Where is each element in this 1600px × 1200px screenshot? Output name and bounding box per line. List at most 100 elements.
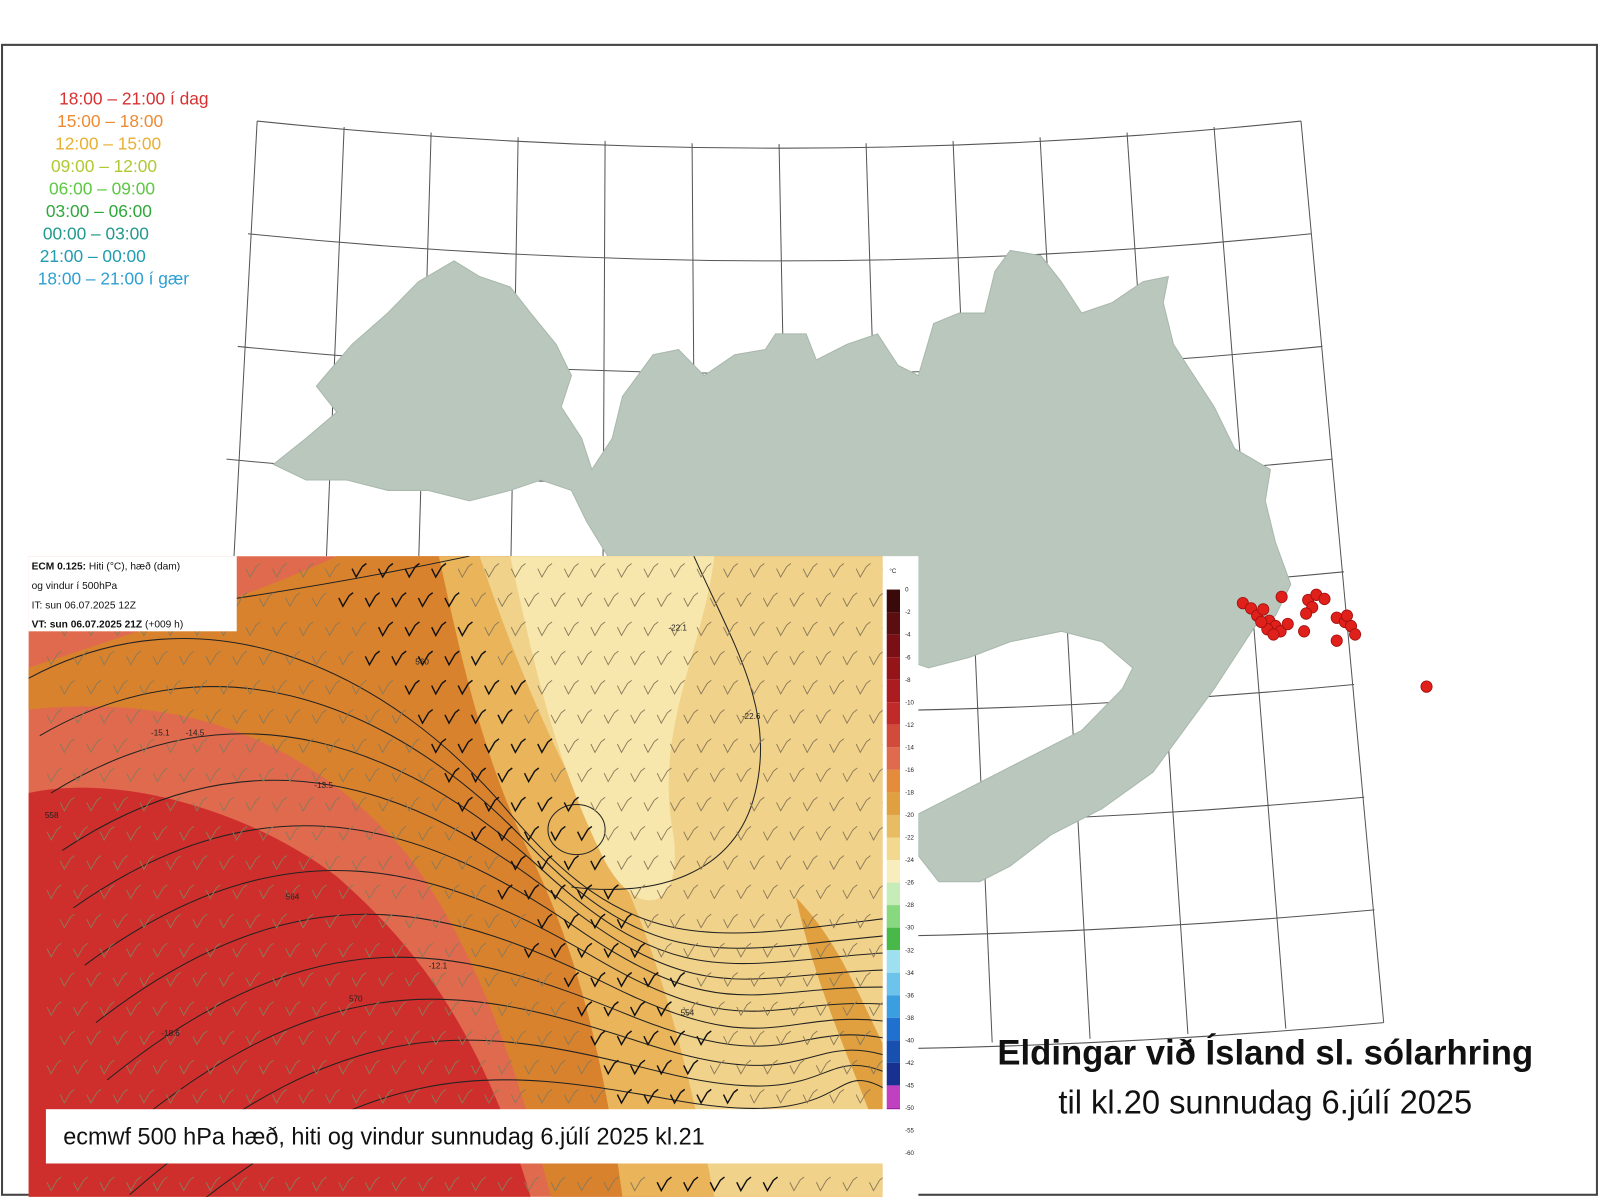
wind-barb <box>272 563 288 579</box>
wind-barb <box>417 826 433 841</box>
inset-header-line: og vindur í 500hPa <box>32 581 118 592</box>
wind-barb <box>656 709 672 725</box>
wind-barb <box>404 796 420 812</box>
colorbar-tick-label: -30 <box>905 925 914 932</box>
wind-barb <box>523 825 540 842</box>
wind-barb <box>643 1088 659 1105</box>
wind-barb <box>802 796 818 812</box>
wind-barb <box>351 972 367 988</box>
wind-barb <box>152 942 168 958</box>
wind-barb <box>576 825 593 842</box>
wind-barb <box>431 913 447 929</box>
wind-barb <box>219 796 234 812</box>
wind-barb <box>656 1001 672 1017</box>
wind-barb <box>696 563 712 579</box>
colorbar-tick-label: -16 <box>905 767 914 774</box>
wind-barb <box>126 942 142 958</box>
wind-barb <box>444 592 460 608</box>
wind-barb <box>444 826 460 841</box>
colorbar-tick-label: -18 <box>905 789 914 796</box>
wind-barb <box>656 1059 672 1076</box>
wind-barb <box>563 971 580 988</box>
colorbar-segment <box>886 814 900 838</box>
wind-barb <box>205 1059 221 1075</box>
wind-barb <box>696 1088 712 1105</box>
wind-barb <box>245 679 261 695</box>
wind-barb <box>789 1176 805 1192</box>
wind-barb <box>285 709 301 725</box>
wind-barb <box>444 884 460 900</box>
wind-barb <box>192 913 208 929</box>
wind-barb <box>139 796 155 812</box>
caption-box <box>45 1109 904 1164</box>
wind-barb <box>205 709 221 725</box>
wind-barb <box>232 1176 248 1192</box>
wind-barb <box>46 1001 62 1017</box>
wind-barb <box>471 1059 487 1075</box>
contour-label: -22.1 <box>668 623 687 632</box>
wind-barb <box>351 621 367 637</box>
contour-label: -15.1 <box>151 729 170 738</box>
wind-barb <box>762 1001 778 1017</box>
legend-entry: 18:00 – 21:00 í gær <box>38 268 189 288</box>
wind-barb <box>537 855 553 871</box>
wind-barb <box>842 650 858 666</box>
wind-barb <box>656 592 672 608</box>
wind-barb <box>165 913 181 929</box>
wind-barb <box>550 1059 566 1075</box>
wind-barb <box>829 563 845 579</box>
wind-barb <box>696 1030 712 1047</box>
wind-barb <box>219 738 234 754</box>
wind-barb <box>298 1030 314 1046</box>
wind-barb <box>46 767 62 783</box>
wind-barb <box>723 913 739 929</box>
wind-barb <box>550 767 566 783</box>
wind-barb <box>179 1176 195 1192</box>
wind-barb <box>112 1089 128 1104</box>
wind-barb <box>86 972 102 988</box>
temp-field <box>28 787 531 1197</box>
wind-barb <box>550 942 566 959</box>
wind-barb <box>364 592 381 608</box>
wind-barb <box>497 708 513 725</box>
colorbar-segment <box>886 792 900 815</box>
wind-barb <box>232 1059 248 1075</box>
wind-barb <box>709 942 725 958</box>
wind-barb <box>364 942 380 958</box>
wind-barb <box>205 884 221 900</box>
wind-barb <box>152 884 168 900</box>
colorbar-tick-label: -12 <box>905 722 914 729</box>
lightning-strike <box>1275 590 1288 604</box>
wind-barb <box>245 563 261 579</box>
wind-barb <box>723 1030 739 1046</box>
wind-barb <box>99 826 115 841</box>
wind-barb <box>577 767 593 783</box>
legend-entry: 09:00 – 12:00 <box>51 156 157 176</box>
wind-barb <box>404 855 420 871</box>
wind-barb <box>391 767 407 783</box>
wind-barb <box>152 826 168 841</box>
wind-barb <box>709 1001 725 1017</box>
wind-barb <box>205 767 221 783</box>
wind-barb <box>815 942 831 958</box>
wind-barb <box>749 621 765 637</box>
wind-barb <box>789 650 805 666</box>
contour-label: -14.5 <box>186 729 205 738</box>
wind-barb <box>683 942 699 958</box>
wind-barb <box>152 709 168 725</box>
wind-barb <box>285 1059 301 1075</box>
wind-barb <box>590 971 606 988</box>
wind-barb <box>258 884 274 900</box>
wind-barb <box>510 621 526 637</box>
wind-barb <box>311 826 327 841</box>
wind-barb <box>192 679 208 695</box>
lightning-strike <box>1340 609 1353 622</box>
wind-barb <box>364 884 380 900</box>
wind-barb <box>59 1030 75 1046</box>
contour-label: -22.6 <box>742 712 761 721</box>
wind-barb <box>471 884 487 900</box>
wind-barb <box>669 1030 686 1047</box>
wind-barb <box>630 1059 646 1076</box>
colorbar-segment <box>886 589 900 613</box>
